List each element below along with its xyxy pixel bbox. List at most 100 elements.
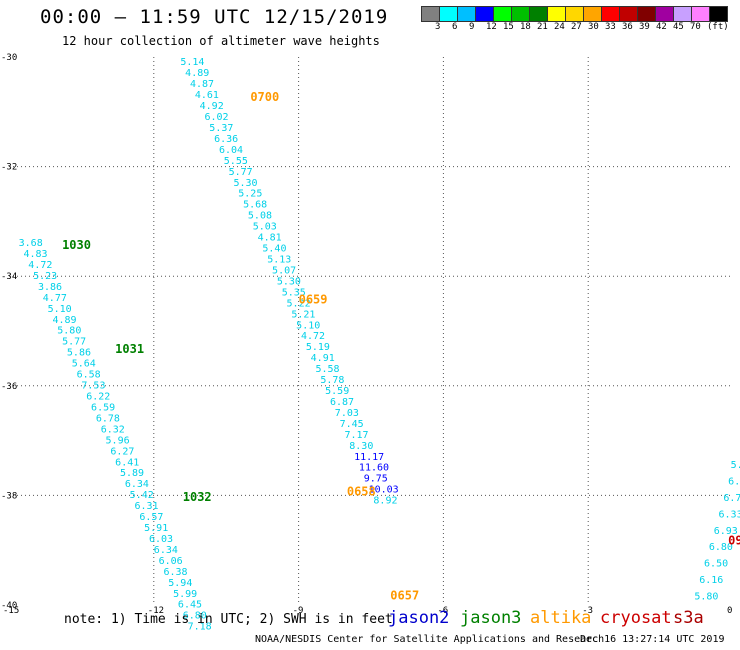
wave-height-value: 6.87 xyxy=(330,397,354,408)
wave-height-value: 11.17 xyxy=(354,452,384,463)
legend-jason3: jason3 xyxy=(460,608,522,628)
wave-height-value: 6.04 xyxy=(219,145,243,156)
wave-height-value: 6.76 xyxy=(723,493,740,504)
lat-tick-label: -40 xyxy=(1,601,17,611)
pass-time-label: 1031 xyxy=(115,342,144,356)
wave-height-value: 4.72 xyxy=(28,260,52,271)
wave-height-value: 6.93 xyxy=(714,526,738,537)
wave-height-value: 6.33 xyxy=(719,509,740,520)
pass-time-label: 09 xyxy=(728,534,740,548)
color-scale-bar xyxy=(421,6,728,22)
color-scale-label: 36 xyxy=(622,22,633,32)
legend-altika: altika xyxy=(530,608,592,628)
wave-height-value: 6.03 xyxy=(149,534,173,545)
wave-height-value: 5.91 xyxy=(144,523,168,534)
wave-height-value: 5.99 xyxy=(173,589,197,600)
color-scale-label: 70 xyxy=(690,22,701,32)
lat-tick-label: -34 xyxy=(1,272,17,282)
wave-height-value: 6.41 xyxy=(115,457,139,468)
wave-height-value: 6.59 xyxy=(91,402,115,413)
legend-s3a: s3a xyxy=(673,608,704,628)
color-scale-label: 12 xyxy=(486,22,497,32)
wave-height-value: 7.18 xyxy=(188,622,212,633)
wave-height-value: 5.14 xyxy=(180,57,204,68)
wave-height-value: 5.42 xyxy=(130,490,154,501)
wave-height-value: 5.13 xyxy=(267,255,291,266)
wave-height-value: 5.37 xyxy=(209,123,233,134)
color-scale-label: (ft) xyxy=(707,22,729,32)
color-scale-label: 3 xyxy=(435,22,441,32)
wave-height-value: 4.89 xyxy=(52,315,76,326)
wave-height-value: 8.30 xyxy=(349,441,373,452)
wave-height-value: 9.75 xyxy=(364,474,388,485)
legend-jason2: jason2 xyxy=(388,608,450,628)
wave-height-value: 6.27 xyxy=(110,446,134,457)
wave-height-value: 5.19 xyxy=(306,342,330,353)
wave-height-value: 5.68 xyxy=(243,200,267,211)
wave-height-value: 6.36 xyxy=(214,134,238,145)
color-scale-label: 21 xyxy=(537,22,548,32)
wave-height-value: 7.53 xyxy=(81,381,105,392)
wave-height-value: 5.22 xyxy=(287,298,311,309)
wave-height-value: 6.02 xyxy=(204,112,228,123)
wave-height-value: 6.45 xyxy=(178,600,202,611)
wave-height-value: 5.80 xyxy=(694,592,718,603)
lat-tick-label: -38 xyxy=(1,491,17,501)
wave-height-value: 5.55 xyxy=(224,156,248,167)
wave-height-value: 5.40 xyxy=(262,244,286,255)
wave-height-value: 5.59 xyxy=(325,386,349,397)
wave-height-value: 5.80 xyxy=(57,326,81,337)
wave-height-value: 5.80 xyxy=(731,460,740,471)
lat-tick-label: -30 xyxy=(1,53,17,63)
lat-tick-label: -32 xyxy=(1,163,17,173)
lon-tick-label: 0 xyxy=(727,606,732,616)
color-scale-label: 42 xyxy=(656,22,667,32)
wave-height-value: 6.06 xyxy=(159,556,183,567)
wave-height-value: 5.35 xyxy=(282,287,306,298)
wave-height-value: 6.80 xyxy=(709,542,733,553)
wave-height-value: 7.45 xyxy=(340,419,364,430)
pass-time-label: 1030 xyxy=(62,238,91,252)
wave-height-value: 4.61 xyxy=(195,90,219,101)
wave-height-value: 6.34 xyxy=(125,479,149,490)
color-swatch xyxy=(709,6,728,22)
wave-height-value: 5.78 xyxy=(320,375,344,386)
wave-height-value: 5.86 xyxy=(67,348,91,359)
wave-height-value: 4.92 xyxy=(200,101,224,112)
lon-tick-label: -9 xyxy=(293,606,304,616)
wave-height-value: 6.58 xyxy=(77,370,101,381)
color-scale-label: 39 xyxy=(639,22,650,32)
wave-height-value: 5.94 xyxy=(168,578,192,589)
color-scale-label: 18 xyxy=(520,22,531,32)
color-scale-label: 27 xyxy=(571,22,582,32)
pass-time-label: 0657 xyxy=(390,589,419,603)
wave-height-value: 6.80 xyxy=(183,611,207,622)
wave-height-value: 4.91 xyxy=(311,353,335,364)
wave-height-value: 5.89 xyxy=(120,468,144,479)
lon-tick-label: -12 xyxy=(148,606,164,616)
color-scale-label: 24 xyxy=(554,22,565,32)
map-title: 00:00 – 11:59 UTC 12/15/2019 xyxy=(40,6,389,28)
pass-time-label: 0658 xyxy=(347,484,376,498)
wave-height-value: 5.21 xyxy=(291,309,315,320)
wave-height-value: 5.30 xyxy=(277,276,301,287)
credit-text: NOAA/NESDIS Center for Satellite Applica… xyxy=(255,634,605,645)
wave-height-value: 6.22 xyxy=(86,392,110,403)
wave-height-value: 10.03 xyxy=(369,485,399,496)
wave-height-value: 7.03 xyxy=(335,408,359,419)
wave-height-value: 5.77 xyxy=(229,167,253,178)
wave-height-value: 6.31 xyxy=(134,501,158,512)
map-subtitle: 12 hour collection of altimeter wave hei… xyxy=(62,34,380,48)
wave-height-value: 5.96 xyxy=(106,435,130,446)
wave-height-value: 4.77 xyxy=(43,293,67,304)
wave-height-value: 6.78 xyxy=(96,413,120,424)
wave-height-value: 7.17 xyxy=(344,430,368,441)
wave-height-value: 4.89 xyxy=(185,68,209,79)
wave-height-value: 5.23 xyxy=(33,271,57,282)
pass-time-label: 0700 xyxy=(250,90,279,104)
footer-note: note: 1) Time is in UTC; 2) SWH is in fe… xyxy=(64,612,393,627)
lon-tick-label: -3 xyxy=(582,606,593,616)
wave-height-value: 6.57 xyxy=(139,512,163,523)
wave-height-value: 5.08 xyxy=(248,211,272,222)
lon-tick-label: -6 xyxy=(437,606,448,616)
